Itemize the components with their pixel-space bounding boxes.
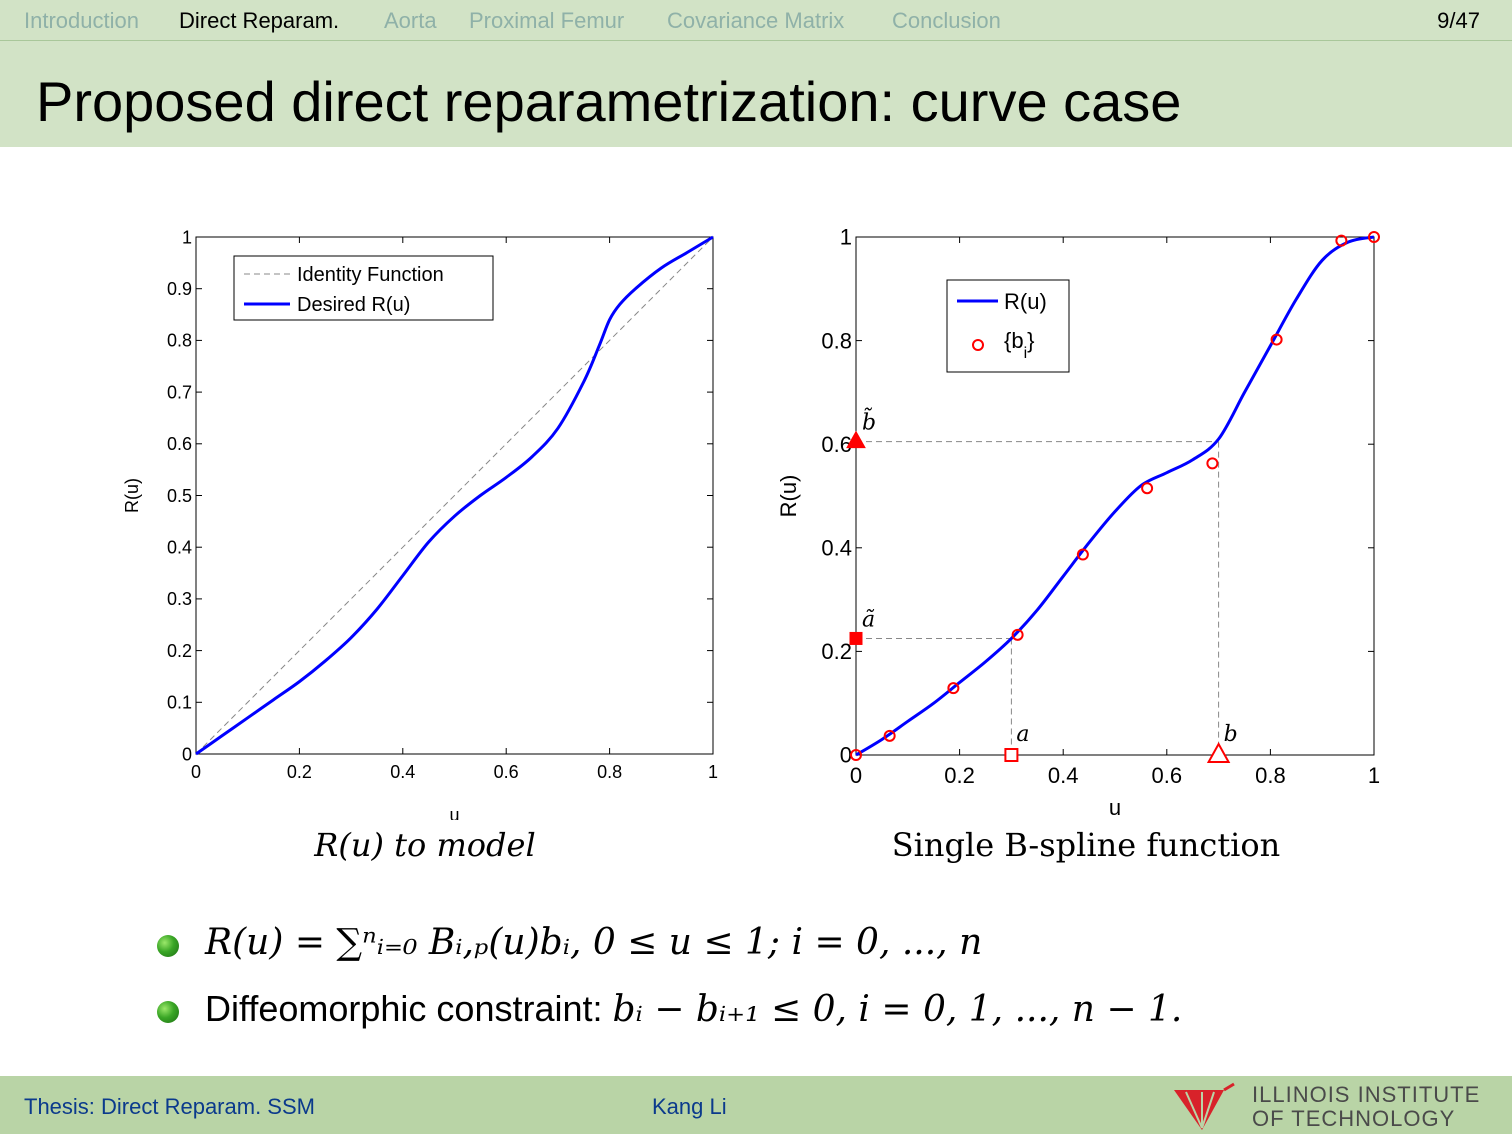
data-point xyxy=(850,749,862,761)
annotation-label-a-tilde: ã xyxy=(862,607,875,632)
bullet-icon xyxy=(157,935,179,957)
iit-logo-icon xyxy=(1174,1082,1235,1130)
y-tick-label: 0 xyxy=(182,744,192,764)
annotation-label-b-tilde: b̃ xyxy=(862,406,876,436)
y-tick-label: 0.2 xyxy=(167,641,192,661)
x-tick-label: 0.4 xyxy=(1048,763,1079,788)
legend-label-desired: Desired R(u) xyxy=(297,294,410,316)
nav-covariance-matrix[interactable]: Covariance Matrix xyxy=(667,8,845,33)
y-tick-label: 0.5 xyxy=(167,486,192,506)
y-tick-label: 0.4 xyxy=(167,538,192,558)
x-tick-label: 0 xyxy=(850,763,862,788)
data-point xyxy=(1335,234,1348,247)
x-axis-label: u xyxy=(449,805,459,820)
nav-introduction[interactable]: Introduction xyxy=(24,8,139,33)
slide-title: Proposed direct reparametrization: curve… xyxy=(36,70,1182,133)
x-tick-label: 1 xyxy=(1368,763,1380,788)
legend: R(u) {bi} xyxy=(946,279,1070,373)
legend-label-points-main: {b xyxy=(1004,328,1024,353)
bullet-constraint-formula: bᵢ − bᵢ₊₁ ≤ 0, i = 0, 1, ..., n − 1. xyxy=(612,989,1183,1030)
legend-label-points: {bi} xyxy=(1004,328,1035,362)
y-tick-label: 0.9 xyxy=(167,279,192,299)
y-tick-label: 0.6 xyxy=(821,432,852,457)
title-bar: Proposed direct reparametrization: curve… xyxy=(0,41,1512,147)
data-point xyxy=(1141,482,1154,495)
bullet-constraint-text: Diffeomorphic constraint: xyxy=(205,988,613,1029)
x-tick-label: 0.6 xyxy=(1152,763,1183,788)
y-tick-label: 1 xyxy=(182,227,192,247)
y-tick-label: 1 xyxy=(840,225,852,250)
data-point xyxy=(1206,457,1219,470)
y-tick-label: 0.3 xyxy=(167,589,192,609)
legend-swatch-points xyxy=(972,339,984,351)
y-tick-label: 0.6 xyxy=(167,434,192,454)
marker-b-tilde xyxy=(846,430,866,449)
bullet-constraint: Diffeomorphic constraint: bᵢ − bᵢ₊₁ ≤ 0,… xyxy=(205,988,1182,1030)
y-tick-label: 0 xyxy=(840,743,852,768)
y-tick-label: 0.8 xyxy=(821,328,852,353)
y-tick-label: 0.2 xyxy=(821,639,852,664)
marker-a-tilde xyxy=(849,631,863,645)
data-point xyxy=(1368,231,1380,243)
logo-line-2: OF TECHNOLOGY xyxy=(1252,1106,1456,1131)
nav-direct-reparam[interactable]: Direct Reparam. xyxy=(179,8,340,33)
data-point xyxy=(947,682,960,695)
page-number: 9/47 xyxy=(1437,8,1480,33)
y-tick-label: 0.7 xyxy=(167,382,192,402)
legend-box xyxy=(946,279,1070,373)
x-tick-label: 0.8 xyxy=(1255,763,1286,788)
iit-logo: ILLINOIS INSTITUTE OF TECHNOLOGY xyxy=(1172,1082,1502,1132)
marker-a xyxy=(1004,748,1019,762)
footer: Thesis: Direct Reparam. SSM Kang Li ILLI… xyxy=(0,1076,1512,1134)
data-point xyxy=(883,729,896,742)
series-line xyxy=(195,235,714,756)
plot-frame xyxy=(855,236,1375,756)
marker-b xyxy=(1206,741,1231,763)
legend-label-curve: R(u) xyxy=(1004,289,1047,314)
nav-conclusion[interactable]: Conclusion xyxy=(892,8,1001,33)
x-tick-label: 1 xyxy=(708,762,718,782)
top-navigation: Introduction Direct Reparam. Aorta Proxi… xyxy=(0,0,1512,41)
x-tick-label: 0.8 xyxy=(597,762,622,782)
chart-right: 0 0.2 0.4 0.6 0.8 1 0 0.2 0.4 0.6 0.8 1 u R(u) a ã b b̃ R(… xyxy=(776,225,1380,820)
caption-left: R(u) to model xyxy=(314,826,536,864)
x-axis-label: u xyxy=(1109,795,1121,820)
data-point xyxy=(1011,628,1024,641)
bullet-formula-1: R(u) = ∑ⁿᵢ₌₀ Bᵢ,ₚ(u)bᵢ, 0 ≤ u ≤ 1; i = 0… xyxy=(205,922,983,963)
legend-label-points-sub: i xyxy=(1024,345,1028,362)
x-tick-label: 0.2 xyxy=(287,762,312,782)
footer-author: Kang Li xyxy=(652,1094,727,1119)
footer-thesis-title: Thesis: Direct Reparam. SSM xyxy=(24,1094,315,1119)
legend-label-points-close: } xyxy=(1027,328,1034,353)
legend-box xyxy=(233,255,494,321)
caption-right: Single B-spline function xyxy=(891,826,1281,864)
logo-line-1: ILLINOIS INSTITUTE xyxy=(1252,1082,1481,1107)
legend: Identity Function Desired R(u) xyxy=(233,255,494,321)
data-point xyxy=(1076,548,1089,561)
series-line xyxy=(195,236,714,755)
data-point xyxy=(1270,333,1283,346)
annotation-label-a: a xyxy=(1016,722,1029,747)
nav-aorta[interactable]: Aorta xyxy=(384,8,437,33)
annotation-label-b: b xyxy=(1224,722,1238,747)
bullet-icon xyxy=(157,1001,179,1023)
nav-proximal-femur[interactable]: Proximal Femur xyxy=(469,8,625,33)
y-tick-label: 0.8 xyxy=(167,331,192,351)
x-tick-label: 0.6 xyxy=(494,762,519,782)
y-axis-label: R(u) xyxy=(776,475,801,518)
x-tick-label: 0.4 xyxy=(390,762,415,782)
legend-label-identity: Identity Function xyxy=(297,264,444,286)
x-tick-label: 0 xyxy=(191,762,201,782)
series-line xyxy=(855,235,1375,757)
x-tick-label: 0.2 xyxy=(944,763,975,788)
y-tick-label: 0.1 xyxy=(167,693,192,713)
y-tick-label: 0.4 xyxy=(821,536,852,561)
y-axis-label: R(u) xyxy=(122,478,142,513)
chart-left: 0 0.2 0.4 0.6 0.8 1 0 0.1 0.2 0.3 0.4 0.5 0.6 0.7 0.8 0… xyxy=(122,227,718,820)
